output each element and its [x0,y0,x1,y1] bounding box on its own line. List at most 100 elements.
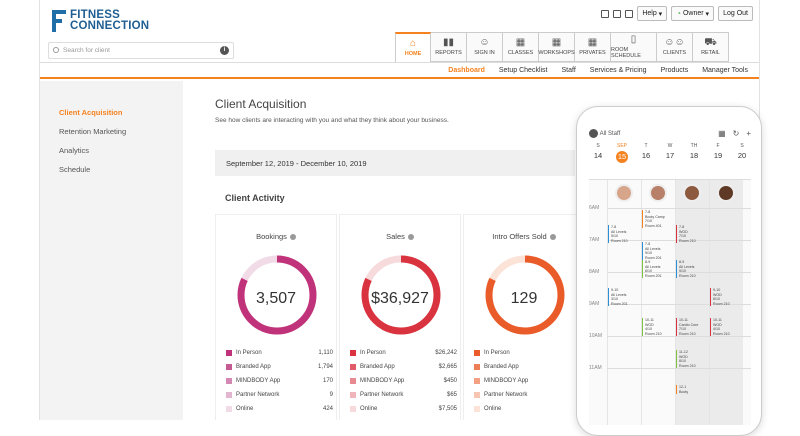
day-18[interactable]: TH 18 [689,143,699,160]
calendar-icon: ▦ [515,37,526,48]
schedule-event[interactable]: 12-1 Booty [676,385,688,394]
nav-sign-in[interactable]: ☺ SIGN IN [467,32,503,62]
sidebar-item-retention-marketing[interactable]: Retention Marketing [59,127,127,136]
legend-row: Branded App [474,360,581,374]
sidebar: Client Acquisition Retention Marketing A… [40,81,183,420]
stat-cards: Bookings 3,507 In Person 1,110 Branded App… [215,214,585,420]
staff-avatar[interactable] [717,184,735,202]
staff-avatar[interactable] [683,184,701,202]
schedule-event[interactable]: 7-8 All Levels 5/10 Room 210 [608,225,628,243]
card-value: $36,927 [371,290,429,307]
tab-products[interactable]: Products [660,66,689,74]
top-right-controls: Help ▾ ◔ Owner ▾ Log Out [601,6,753,21]
tab-services-pricing[interactable]: Services & Pricing [589,66,647,74]
tab-setup-checklist[interactable]: Setup Checklist [498,66,548,74]
staff-avatar[interactable] [649,184,667,202]
staff-column [709,180,743,425]
tool-icon-3[interactable] [625,9,634,18]
schedule-event[interactable]: 8-9 All Levels 8/10 Room 201 [642,260,662,278]
nav-retail[interactable]: ⛟ RETAIL [693,32,729,62]
schedule-event[interactable]: 8-9 All Levels 5/10 Room 210 [676,260,696,278]
nav-clients[interactable]: ☺☺ CLIENTS [657,32,693,62]
donut-chart [237,255,317,335]
donut-chart [485,255,565,335]
page-title: Client Acquisition [215,97,307,111]
legend-rows: In Person Branded App MINDBODY App Partner … [474,346,581,416]
legend-label: MINDBODY App [360,378,405,384]
card-title: Bookings [256,232,287,241]
info-icon[interactable]: i [220,46,229,55]
info-icon[interactable] [549,234,556,241]
logo[interactable]: FITNESS CONNECTION [52,9,149,32]
main-nav: ⌂ HOME ▮▮ REPORTS ☺ SIGN IN ▦ CLASSES ▦ WORKS… [395,32,729,62]
day-15[interactable]: SEP 15 [616,143,628,163]
legend-row: Online [474,402,581,416]
day-19[interactable]: F 19 [713,143,723,160]
nav-classes[interactable]: ▦ CLASSES [503,32,539,62]
schedule-event[interactable]: 7-8 All Levels 9/10 Room 201 [642,242,662,260]
schedule-event[interactable]: 10-11 WOD 4/10 Room 210 [642,318,662,336]
legend-label: Partner Network [360,392,404,398]
day-16[interactable]: T 16 [641,143,651,160]
refresh-icon[interactable]: ↻ [732,128,740,138]
tool-icon-2[interactable] [613,9,622,18]
search-icon [53,47,59,53]
logout-button[interactable]: Log Out [718,6,753,21]
people-icon: ☺☺ [664,37,685,48]
legend-value: $26,242 [435,350,457,356]
legend-swatch [474,406,480,412]
page-subtitle: See how clients are interacting with you… [215,117,449,124]
tab-staff[interactable]: Staff [561,66,576,74]
legend-label: MINDBODY App [236,378,281,384]
staff-avatar[interactable] [615,184,633,202]
legend-value: 1,794 [317,364,333,370]
tab-manager-tools[interactable]: Manager Tools [702,66,748,74]
legend-row: Online $7,505 [350,402,457,416]
day-20[interactable]: S 20 [737,143,747,160]
calendar-icon: ▦ [551,37,562,48]
legend-row: Online 424 [226,402,333,416]
legend-row: In Person [474,346,581,360]
legend-label: MINDBODY App [484,378,529,384]
legend-label: Partner Network [236,392,280,398]
legend-swatch [350,406,356,412]
nav-privates[interactable]: ▦ PRIVATES [575,32,611,62]
info-icon[interactable] [407,234,414,241]
owner-button[interactable]: ◔ Owner ▾ [671,6,715,21]
calendar-icon[interactable]: ▦ [718,128,726,138]
tab-dashboard[interactable]: Dashboard [448,66,485,74]
time-label: 11AM [589,365,602,371]
card-value: 3,507 [255,290,297,307]
time-label: 8AM [589,269,600,275]
legend-swatch [350,364,356,370]
schedule-event[interactable]: 9-10 WOD 8/10 Room 210 [710,288,730,306]
info-icon[interactable] [289,234,296,241]
nav-room-schedule[interactable]: ▯ ROOM SCHEDULE [611,32,657,62]
time-label: 6AM [589,205,600,211]
nav-reports[interactable]: ▮▮ REPORTS [431,32,467,62]
day-17[interactable]: W 17 [665,143,675,160]
day-14[interactable]: S 14 [593,143,603,160]
person-icon: ☺ [479,37,490,48]
schedule-event[interactable]: 9-10 All Levels 3/10 Room 201 [608,288,628,306]
legend-value: 1,110 [318,350,333,356]
legend-row: Branded App $2,665 [350,360,457,374]
legend-row: In Person $26,242 [350,346,457,360]
add-icon[interactable]: + [746,128,751,138]
nav-home[interactable]: ⌂ HOME [395,32,431,62]
tool-icon-1[interactable] [601,9,610,18]
schedule-event[interactable]: 10-11 Cardio Core 7/10 Room 210 [676,318,698,336]
schedule-event[interactable]: 11-12 WOD 8/10 Room 210 [676,350,696,368]
sidebar-item-client-acquisition[interactable]: Client Acquisition [59,108,123,117]
sidebar-item-analytics[interactable]: Analytics [59,146,90,155]
schedule-event[interactable]: 10-11 WOD 4/10 Room 210 [710,318,730,336]
schedule-event[interactable]: 7-8 Booty Camp 7/10 Room 401 [642,210,665,228]
schedule-event[interactable]: 7-8 WOD 7/10 Room 210 [676,225,696,243]
legend-row: Partner Network [474,388,581,402]
help-button[interactable]: Help ▾ [637,6,668,21]
date-range-picker[interactable]: September 12, 2019 - December 10, 2019 [215,150,575,176]
sidebar-item-schedule[interactable]: Schedule [59,165,91,174]
search-input[interactable]: Search for client i [48,42,234,59]
staff-filter[interactable]: All Staff [599,130,621,137]
nav-workshops[interactable]: ▦ WORKSHOPS [538,32,575,62]
